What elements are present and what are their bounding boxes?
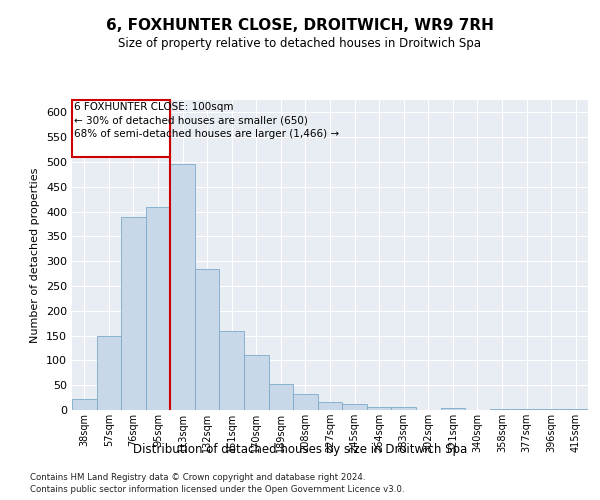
Y-axis label: Number of detached properties: Number of detached properties	[31, 168, 40, 342]
Bar	[318, 402, 342, 410]
Bar	[440, 408, 465, 410]
Text: 6, FOXHUNTER CLOSE, DROITWICH, WR9 7RH: 6, FOXHUNTER CLOSE, DROITWICH, WR9 7RH	[106, 18, 494, 32]
Bar	[269, 384, 293, 410]
Bar	[514, 408, 539, 410]
Text: Contains HM Land Registry data © Crown copyright and database right 2024.: Contains HM Land Registry data © Crown c…	[30, 472, 365, 482]
Bar	[342, 404, 367, 410]
Text: 6 FOXHUNTER CLOSE: 100sqm
← 30% of detached houses are smaller (650)
68% of semi: 6 FOXHUNTER CLOSE: 100sqm ← 30% of detac…	[74, 102, 340, 139]
Text: Size of property relative to detached houses in Droitwich Spa: Size of property relative to detached ho…	[119, 38, 482, 51]
Bar	[367, 407, 391, 410]
Bar	[121, 216, 146, 410]
Bar	[391, 406, 416, 410]
Bar	[170, 164, 195, 410]
Bar	[97, 336, 121, 410]
Text: Distribution of detached houses by size in Droitwich Spa: Distribution of detached houses by size …	[133, 442, 467, 456]
Bar	[146, 206, 170, 410]
Bar	[72, 399, 97, 410]
FancyBboxPatch shape	[72, 100, 170, 157]
Text: Contains public sector information licensed under the Open Government Licence v3: Contains public sector information licen…	[30, 485, 404, 494]
Bar	[244, 356, 269, 410]
Bar	[195, 268, 220, 410]
Bar	[220, 330, 244, 410]
Bar	[293, 394, 318, 410]
Bar	[490, 408, 514, 410]
Bar	[563, 409, 588, 410]
Bar	[539, 409, 563, 410]
